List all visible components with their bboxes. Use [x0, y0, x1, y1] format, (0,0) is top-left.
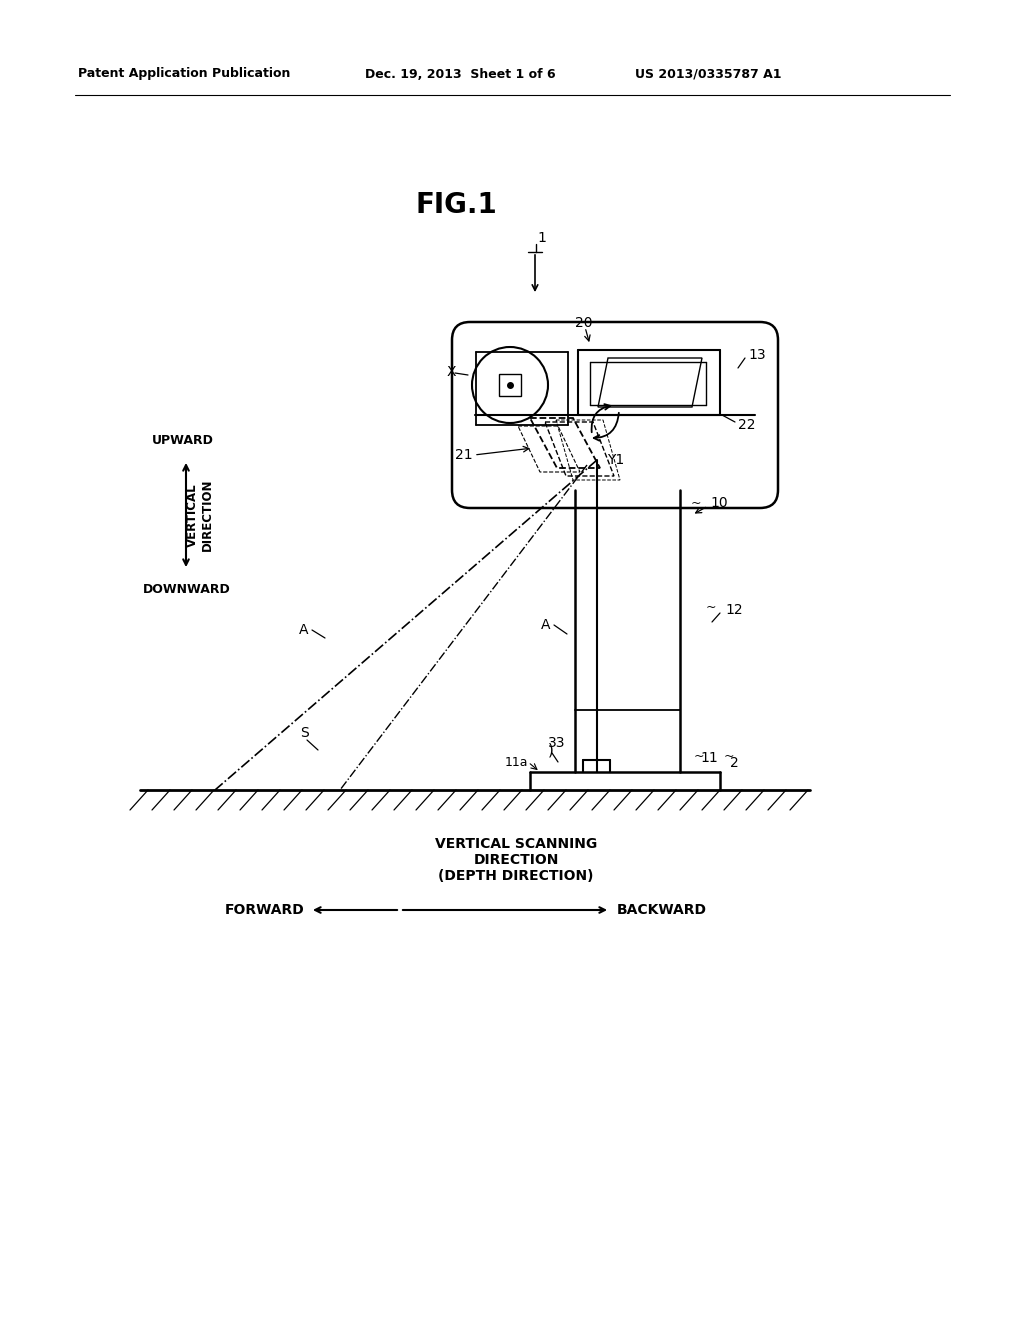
Text: 12: 12	[725, 603, 742, 616]
Text: BACKWARD: BACKWARD	[617, 903, 707, 917]
Text: DOWNWARD: DOWNWARD	[143, 583, 230, 597]
Text: 13: 13	[748, 348, 766, 362]
Text: ~: ~	[724, 750, 734, 763]
Text: 11a: 11a	[505, 755, 528, 768]
Text: 2: 2	[730, 756, 738, 770]
Text: 11: 11	[700, 751, 718, 766]
Text: FIG.1: FIG.1	[415, 191, 497, 219]
Text: ~: ~	[706, 601, 716, 614]
Text: 1: 1	[537, 231, 546, 246]
Text: 22: 22	[738, 418, 756, 432]
Text: Y1: Y1	[607, 453, 625, 467]
Text: X: X	[447, 366, 457, 379]
Text: UPWARD: UPWARD	[152, 434, 214, 447]
Text: VERTICAL
DIRECTION: VERTICAL DIRECTION	[186, 479, 214, 552]
Text: US 2013/0335787 A1: US 2013/0335787 A1	[635, 67, 781, 81]
Circle shape	[472, 347, 548, 422]
Text: 33: 33	[548, 737, 565, 750]
Text: 21: 21	[455, 447, 473, 462]
Text: 20: 20	[575, 315, 593, 330]
Bar	[499, 374, 521, 396]
Text: VERTICAL SCANNING
DIRECTION
(DEPTH DIRECTION): VERTICAL SCANNING DIRECTION (DEPTH DIREC…	[435, 837, 597, 883]
Text: Patent Application Publication: Patent Application Publication	[78, 67, 291, 81]
Text: A: A	[541, 618, 550, 632]
Text: 10: 10	[710, 496, 728, 510]
Text: FORWARD: FORWARD	[225, 903, 305, 917]
Text: ~: ~	[694, 750, 705, 763]
Text: Dec. 19, 2013  Sheet 1 of 6: Dec. 19, 2013 Sheet 1 of 6	[365, 67, 556, 81]
Text: ~: ~	[690, 496, 701, 510]
Text: S: S	[300, 726, 309, 741]
Text: A: A	[299, 623, 308, 638]
Text: ): )	[548, 742, 554, 758]
FancyBboxPatch shape	[452, 322, 778, 508]
